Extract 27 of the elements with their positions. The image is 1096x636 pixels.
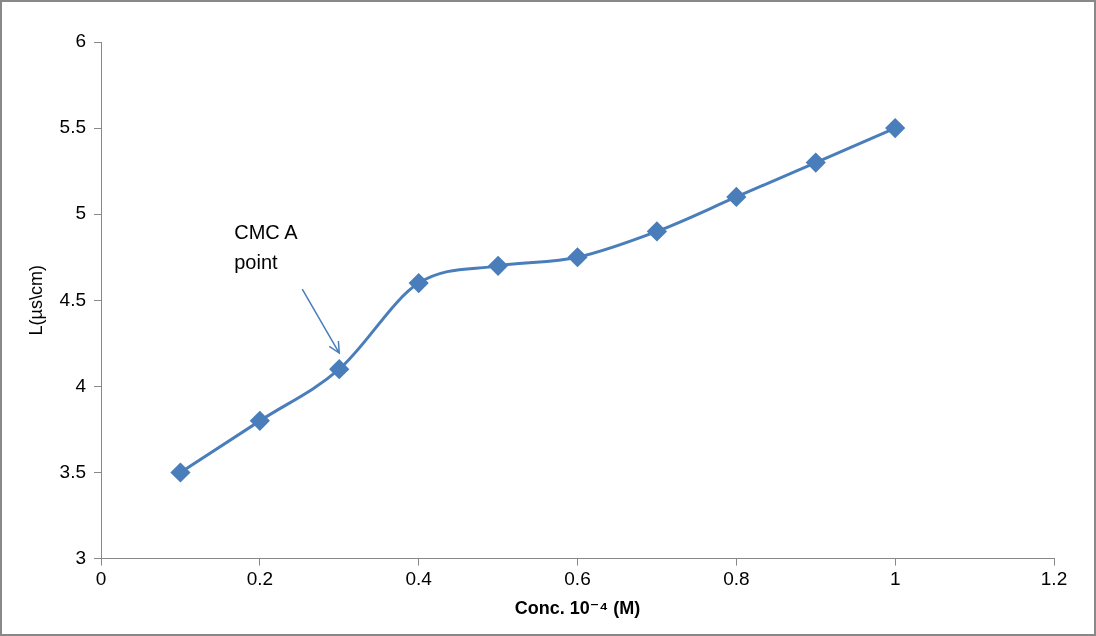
x-tick-label: 0.2 [246,568,274,590]
point [726,187,746,207]
point [488,256,508,276]
y-axis-title: L(µs\cm) [25,265,46,336]
point [647,221,667,241]
x-tick-label: 1.2 [1040,568,1068,590]
x-tick-label: 1 [889,568,901,590]
y-tick-label: 4.5 [59,288,87,310]
y-tick-label: 4 [75,374,87,396]
y-tick-label: 3 [75,546,87,568]
point [409,273,429,293]
y-tick-label: 5.5 [59,116,87,138]
x-tick-label: 0.4 [405,568,433,590]
x-tick-label: 0.8 [723,568,750,590]
y-tick-label: 6 [75,30,87,52]
point [568,247,588,267]
point [885,118,905,138]
x-tick-label: 0 [95,568,107,590]
annotation: CMC A point [234,220,299,275]
point [806,153,826,173]
y-tick-label: 3.5 [59,460,87,482]
point [329,359,349,379]
y-tick-label: 5 [75,202,87,224]
x-axis-title: Conc. 10⁻⁴ (M) [514,598,641,619]
x-tick-label: 0.6 [564,568,591,590]
point [170,463,190,482]
point [250,411,270,431]
